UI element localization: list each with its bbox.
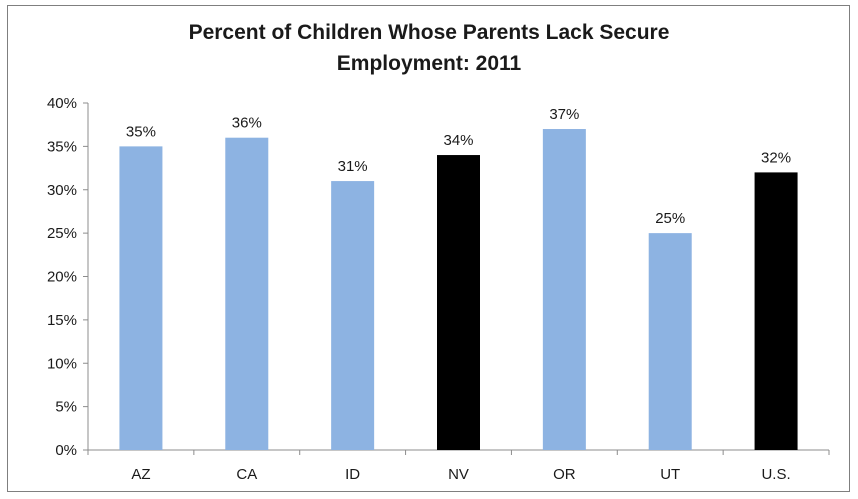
x-tick-label: U.S. xyxy=(761,466,790,483)
data-label: 37% xyxy=(549,106,579,123)
y-tick-label: 10% xyxy=(47,355,77,372)
y-tick-label: 0% xyxy=(55,442,77,459)
x-tick-label: AZ xyxy=(131,466,150,483)
data-label: 34% xyxy=(443,132,473,149)
data-label: 35% xyxy=(126,123,156,140)
chart-title-line-2: Employment: 2011 xyxy=(336,52,522,75)
bars xyxy=(119,129,798,451)
data-labels: 35% 36% 31% 34% 37% 25% 32% xyxy=(126,106,791,227)
x-tick-label: CA xyxy=(236,466,257,483)
x-tick-label: NV xyxy=(448,466,469,483)
y-tick-label: 40% xyxy=(47,95,77,112)
bar-or xyxy=(542,129,586,450)
x-tick-label: ID xyxy=(345,466,360,483)
bar-us xyxy=(754,172,798,450)
y-tick-label: 30% xyxy=(47,182,77,199)
data-label: 25% xyxy=(655,210,685,227)
chart-title: Percent of Children Whose Parents Lack S… xyxy=(0,17,858,79)
y-tick-label: 20% xyxy=(47,269,77,286)
y-tick-label: 5% xyxy=(55,399,77,416)
data-label: 36% xyxy=(232,115,262,132)
x-tick-label: UT xyxy=(660,466,680,483)
bar-ut xyxy=(648,233,692,450)
bar-az xyxy=(119,146,163,450)
y-tick-label: 35% xyxy=(47,138,77,155)
y-tick-label: 25% xyxy=(47,225,77,242)
bar-nv xyxy=(437,155,480,451)
bar-ca xyxy=(225,137,269,450)
x-axis: AZ CA ID NV OR UT U.S. xyxy=(87,449,830,483)
data-label: 32% xyxy=(761,149,791,166)
y-tick-label: 15% xyxy=(47,312,77,329)
bar-id xyxy=(331,181,375,450)
x-tick-label: OR xyxy=(553,466,576,483)
data-label: 31% xyxy=(338,158,368,175)
y-axis: 0% 5% 10% 15% 20% 25% 30% 35% 40% xyxy=(47,95,89,459)
chart-title-line-1: Percent of Children Whose Parents Lack S… xyxy=(188,21,670,44)
